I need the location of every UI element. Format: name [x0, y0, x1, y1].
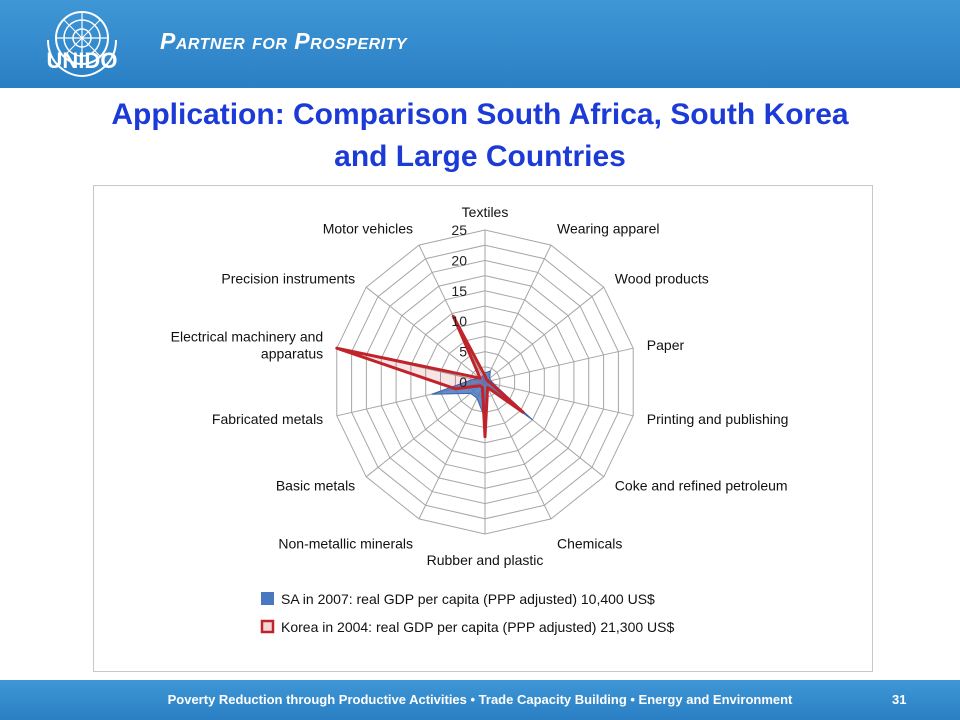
category-label-line: Basic metals — [276, 478, 355, 494]
radial-tick-label: 5 — [459, 344, 467, 360]
category-label: Printing and publishing — [647, 411, 789, 427]
chart-frame — [93, 185, 873, 672]
un-emblem-logo: UNIDO — [47, 11, 118, 78]
grid-spoke — [484, 381, 634, 417]
category-label: Motor vehicles — [323, 220, 413, 236]
category-label-line: Precision instruments — [221, 271, 355, 287]
radial-tick-label: 15 — [451, 283, 467, 299]
legend-label: Korea in 2004: real GDP per capita (PPP … — [281, 619, 674, 635]
logo-text: UNIDO — [47, 48, 118, 73]
category-label: Precision instruments — [221, 271, 355, 287]
footer-bar: Poverty Reduction through Productive Act… — [0, 680, 960, 720]
category-label-line: Wood products — [615, 271, 709, 287]
series-korea-line — [335, 314, 525, 439]
category-label: Electrical machinery and apparatus — [171, 329, 324, 362]
category-label: Rubber and plastic — [427, 552, 544, 568]
category-label-line: Coke and refined petroleum — [615, 478, 788, 494]
tagline: Partner for Prosperity — [160, 28, 408, 54]
grid-spoke — [418, 244, 486, 383]
category-label: Fabricated metals — [212, 411, 323, 427]
legend-swatch-sa — [261, 592, 274, 605]
category-label-line: Wearing apparel — [557, 220, 659, 236]
legend-label: SA in 2007: real GDP per capita (PPP adj… — [281, 591, 655, 607]
category-label: Basic metals — [276, 478, 355, 494]
slide-title-line-1: Application: Comparison South Africa, So… — [111, 98, 849, 131]
category-label-line: Fabricated metals — [212, 411, 323, 427]
grid-spoke — [484, 381, 552, 520]
footer-text: Poverty Reduction through Productive Act… — [167, 692, 793, 707]
header-bar: UNIDO Partner for Prosperity — [0, 0, 960, 88]
category-label-line: Electrical machinery and — [171, 329, 324, 345]
category-label-line: Printing and publishing — [647, 411, 789, 427]
slide-title-line-2: and Large Countries — [334, 140, 626, 173]
legend-swatch-korea — [260, 619, 275, 634]
radar-chart: 0 5 10 15 20 25 Textiles Wearing apparel Wood pr… — [171, 204, 789, 635]
category-label-line: Chemicals — [557, 536, 622, 552]
slide-title: Application: Comparison South Africa, So… — [0, 94, 960, 178]
category-label: Paper — [647, 337, 685, 353]
page-number: 31 — [892, 692, 907, 707]
grid-spoke — [484, 286, 605, 383]
category-label-line: Textiles — [462, 204, 509, 220]
grid-spoke — [418, 381, 486, 520]
grid-spoke — [365, 286, 486, 383]
radial-tick-label: 10 — [451, 313, 467, 329]
radial-tick-label: 20 — [451, 252, 467, 268]
category-label: Textiles — [462, 204, 509, 220]
category-label-line: apparatus — [261, 346, 323, 362]
category-label-line: Motor vehicles — [323, 220, 413, 236]
category-label-line: Non-metallic minerals — [278, 536, 413, 552]
grid-spoke — [365, 381, 486, 478]
category-label: Coke and refined petroleum — [615, 478, 788, 494]
category-label: Chemicals — [557, 536, 622, 552]
category-label: Wood products — [615, 271, 709, 287]
category-label: Non-metallic minerals — [278, 536, 413, 552]
radial-tick-label: 0 — [459, 374, 467, 390]
category-label: Wearing apparel — [557, 220, 659, 236]
grid-spoke — [484, 347, 634, 383]
radial-tick-label: 25 — [451, 222, 467, 238]
category-label-line: Paper — [647, 337, 685, 353]
grid-spoke — [484, 244, 552, 383]
category-label-line: Rubber and plastic — [427, 552, 544, 568]
